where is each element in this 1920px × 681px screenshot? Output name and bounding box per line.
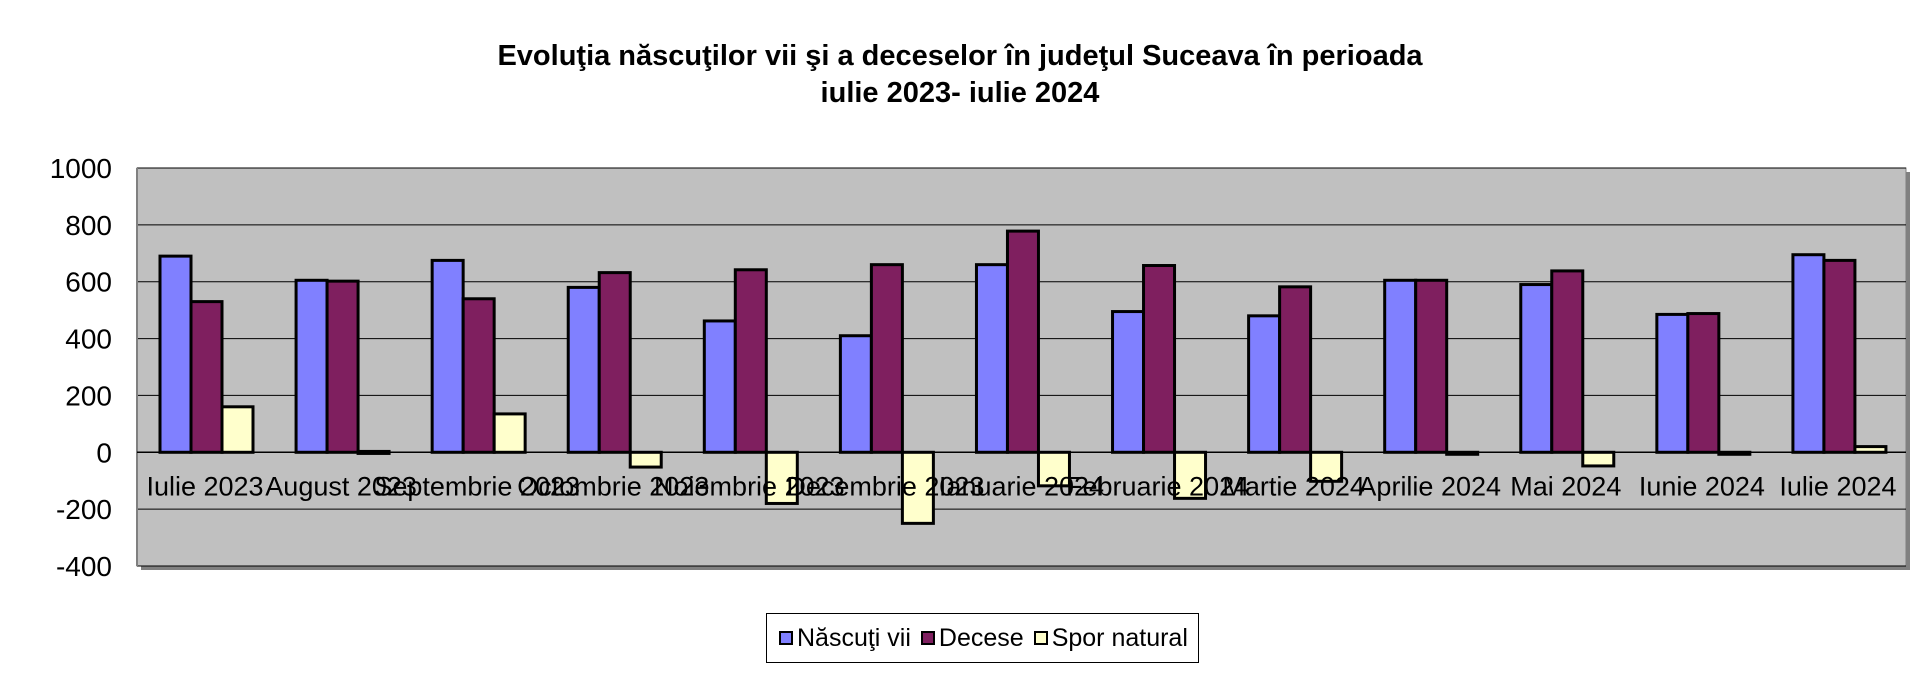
chart-title-line1: Evoluţia născuţilor vii şi a deceselor î… (497, 40, 1423, 72)
y-tick-label: 0 (96, 437, 112, 468)
bar (702, 319, 737, 454)
y-tick-label: 800 (65, 210, 112, 241)
bar (1686, 312, 1721, 454)
x-category-label: Noiembrie 2023 (654, 471, 845, 501)
bar (838, 334, 873, 454)
x-category-label: Ianuarie 2024 (939, 471, 1104, 501)
bar (974, 263, 1009, 454)
bar (1173, 450, 1208, 500)
y-tick-label: -200 (56, 494, 112, 525)
bar (356, 449, 391, 455)
bar (566, 285, 601, 454)
x-category-label: August 2023 (265, 471, 417, 501)
bar (1445, 450, 1480, 456)
legend-item-spor: Spor natural (1033, 623, 1188, 653)
bar-chart: 1000 800 600 400 200 0 -200 -400 Iulie 2023 Augus… (50, 153, 1910, 582)
y-tick-label: 400 (65, 324, 112, 355)
bar (1005, 229, 1040, 454)
legend-label-spor: Spor natural (1051, 623, 1188, 652)
legend-item-nascuti: Născuţi vii (779, 624, 911, 653)
bar (1142, 264, 1177, 454)
x-category-label: Decembrie 2023 (786, 471, 984, 501)
bar (1717, 450, 1752, 456)
bar (764, 450, 799, 505)
x-category-label: Aprilie 2024 (1358, 471, 1501, 501)
bar (1414, 278, 1449, 454)
bar (1550, 269, 1585, 454)
bar (1519, 283, 1554, 454)
bar (1655, 312, 1690, 454)
bar (1247, 314, 1282, 454)
legend-label-decese: Decese (938, 623, 1024, 652)
bar (325, 279, 360, 454)
x-category-label: Februarie 2024 (1066, 471, 1249, 501)
bar (492, 412, 527, 454)
bar (1822, 258, 1857, 454)
bar (461, 297, 496, 454)
bar (1036, 450, 1071, 488)
x-category-label: Octombrie 2023 (517, 471, 709, 501)
bar (1111, 310, 1146, 454)
bar (220, 405, 255, 454)
legend-label-nascuti: Născuţi vii (797, 623, 911, 652)
y-tick-label: 1000 (50, 153, 112, 184)
y-tick-label: 600 (65, 267, 112, 298)
legend-item-decese: Decese (920, 623, 1024, 653)
x-category-label: Iulie 2023 (146, 471, 263, 501)
bar (1278, 285, 1313, 454)
bar (1309, 450, 1344, 483)
legend-swatch-nascuti (779, 631, 793, 645)
y-tick-label: -400 (56, 551, 112, 582)
chart-title-line2: iulie 2023- iulie 2024 (820, 77, 1100, 109)
bar (158, 254, 193, 454)
x-category-label: Martie 2024 (1222, 471, 1365, 501)
bar (900, 450, 935, 525)
y-tick-label: 200 (65, 380, 112, 411)
bar (189, 300, 224, 454)
x-category-label: Iulie 2024 (1779, 471, 1896, 501)
bar (1383, 278, 1418, 454)
bar (430, 258, 465, 454)
legend-swatch-spor (1033, 631, 1048, 645)
x-category-label: Mai 2024 (1510, 471, 1621, 501)
bar (869, 263, 904, 454)
bar (1791, 253, 1826, 454)
legend-swatch-decese (920, 631, 935, 645)
chart-legend: Născuţi vii Decese Spor natural (766, 613, 1199, 663)
x-category-label: Iunie 2024 (1639, 471, 1765, 501)
chart-title: Evoluţia născuţilor vii şi a deceselor î… (0, 38, 1920, 112)
bar (733, 268, 768, 454)
bar (1581, 450, 1616, 468)
bar (294, 278, 329, 454)
x-category-label: Septembrie 2023 (374, 471, 580, 501)
bar (628, 450, 663, 469)
bar (1853, 445, 1888, 454)
bar (597, 271, 632, 454)
